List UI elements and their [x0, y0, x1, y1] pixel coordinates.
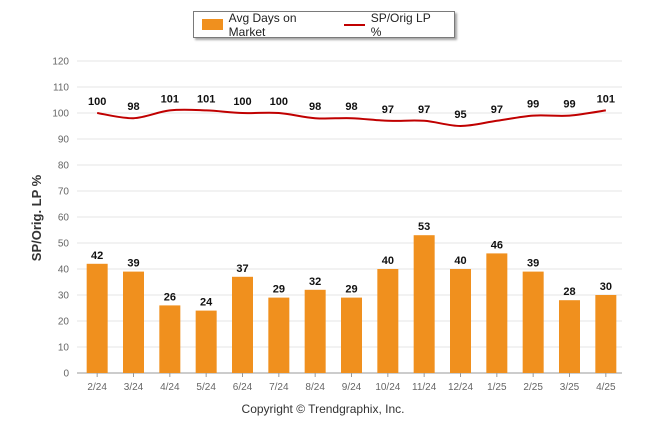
bar-value-label: 32 [309, 276, 321, 288]
y-tick-label: 60 [58, 213, 70, 224]
bar-value-label: 40 [382, 255, 394, 267]
bar [268, 297, 290, 373]
bar [522, 271, 544, 373]
bar-series [86, 235, 617, 373]
bar-value-label: 42 [91, 250, 103, 262]
line-value-label: 98 [309, 101, 321, 113]
bar [232, 276, 253, 373]
bar-value-label: 40 [454, 255, 466, 267]
bar-value-label: 53 [418, 221, 430, 233]
bar-value-label: 37 [236, 263, 248, 275]
bar [341, 297, 362, 373]
x-tick-label: 6/24 [233, 382, 253, 393]
y-axis-title: SP/Orig. LP % [29, 174, 44, 261]
bar [159, 305, 181, 373]
bar-value-label: 26 [164, 291, 176, 303]
y-tick-label: 80 [58, 161, 70, 172]
line-series [97, 108, 606, 128]
chart-legend: Avg Days on Market SP/Orig LP % [193, 11, 455, 39]
y-tick-label: 40 [58, 265, 70, 276]
x-tick-label: 1/25 [487, 382, 507, 393]
x-tick-label: 3/25 [560, 382, 580, 393]
x-tick-label: 3/24 [124, 382, 144, 393]
x-tick-label: 12/24 [448, 382, 473, 393]
bar-value-label: 39 [127, 258, 139, 270]
y-tick-label: 90 [58, 135, 70, 146]
y-tick-label: 70 [58, 187, 70, 198]
x-tick-label: 4/24 [160, 382, 180, 393]
line-value-label: 95 [454, 109, 466, 121]
line-value-label: 100 [233, 96, 251, 108]
bar [123, 271, 144, 373]
line-value-label: 97 [418, 104, 430, 116]
x-tick-label: 8/24 [305, 382, 325, 393]
x-tick-label: 2/25 [523, 382, 543, 393]
line-value-label: 100 [88, 96, 106, 108]
y-tick-label: 0 [63, 369, 69, 380]
bar-value-label: 30 [600, 281, 612, 293]
bar [195, 310, 217, 373]
line-value-label: 99 [527, 99, 539, 111]
x-axis-ticks: 2/24 3/24 4/24 5/24 6/24 7/24 8/24 9/24 10/24 11/… [87, 373, 616, 393]
line-value-label: 101 [161, 93, 179, 105]
y-axis-ticks: 0 10 20 30 40 50 60 70 80 90 100 110 120 [52, 57, 69, 380]
x-tick-label: 9/24 [342, 382, 362, 393]
line-swatch-icon [344, 23, 365, 26]
bar-value-label: 39 [527, 258, 539, 270]
legend-label-line: SP/Orig LP % [370, 10, 431, 39]
legend-item-line[interactable]: SP/Orig LP % [344, 11, 440, 39]
bar-value-label: 24 [200, 297, 213, 309]
bar [486, 253, 508, 373]
line-value-label: 98 [345, 101, 357, 113]
line-value-label: 100 [270, 96, 288, 108]
bar [377, 269, 399, 373]
copyright-text: Copyright © Trendgraphix, Inc. [241, 402, 405, 416]
x-tick-label: 10/24 [375, 382, 400, 393]
x-tick-label: 11/24 [412, 382, 437, 393]
bar [559, 300, 580, 373]
line-value-label: 99 [563, 99, 575, 111]
y-tick-label: 120 [52, 57, 69, 68]
bar [304, 289, 326, 373]
bar [595, 295, 617, 373]
bar-value-label: 29 [273, 284, 285, 296]
y-tick-label: 110 [53, 83, 69, 94]
legend-label-bars: Avg Days on Market [228, 10, 297, 39]
bar [86, 263, 108, 373]
x-tick-label: 5/24 [196, 382, 216, 393]
y-tick-label: 50 [58, 239, 70, 250]
legend-item-bars[interactable]: Avg Days on Market [202, 11, 330, 39]
y-tick-label: 10 [58, 343, 70, 354]
y-tick-label: 100 [52, 109, 69, 120]
y-tick-label: 20 [58, 317, 70, 328]
bar [450, 269, 471, 373]
bar-swatch-icon [202, 19, 223, 30]
data-labels: 42 39 26 24 37 29 32 29 40 53 40 46 39 28 30 100 98 101 10… [88, 93, 615, 308]
line-value-label: 97 [491, 104, 503, 116]
bar-value-label: 46 [491, 239, 503, 251]
line-value-label: 101 [197, 93, 215, 105]
x-tick-label: 4/25 [596, 382, 616, 393]
sp-orig-lp-line [97, 108, 606, 128]
y-tick-label: 30 [58, 291, 70, 302]
line-value-label: 98 [127, 101, 139, 113]
x-tick-label: 2/24 [87, 382, 107, 393]
line-value-label: 97 [382, 104, 394, 116]
bar [413, 235, 435, 373]
bar-value-label: 29 [345, 284, 357, 296]
bar-value-label: 28 [563, 286, 575, 298]
x-tick-label: 7/24 [269, 382, 289, 393]
line-value-label: 101 [597, 93, 615, 105]
